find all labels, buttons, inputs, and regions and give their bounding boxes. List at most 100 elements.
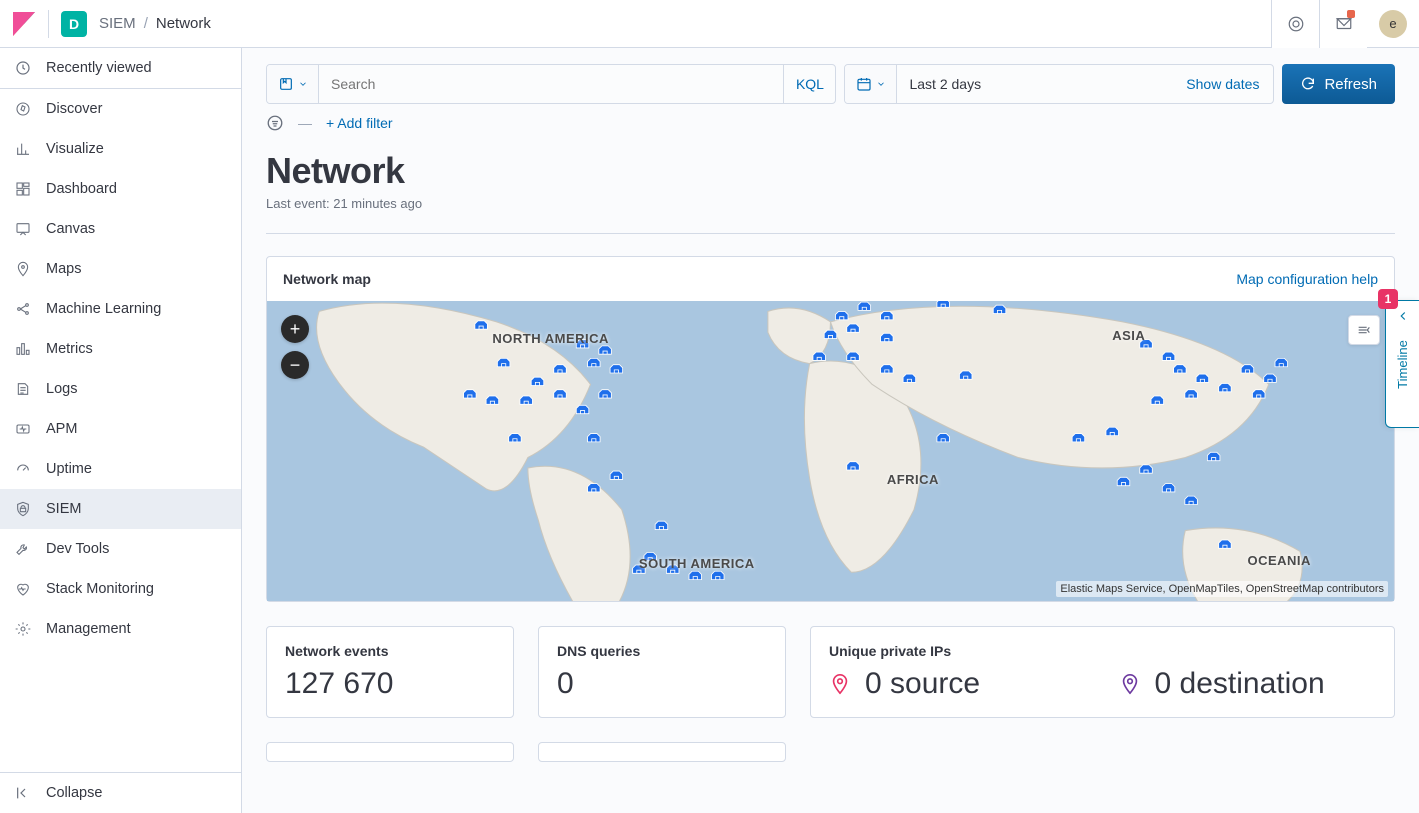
date-range-text[interactable]: Last 2 days xyxy=(897,65,1172,103)
refresh-label: Refresh xyxy=(1324,76,1377,93)
zoom-out-button[interactable]: − xyxy=(281,351,309,379)
sidebar-item-label: Maps xyxy=(46,261,81,277)
clock-icon xyxy=(14,59,32,77)
notification-dot-icon xyxy=(1347,10,1355,18)
compass-icon xyxy=(14,100,32,118)
sidebar-items: Discover Visualize Dashboard Canvas Maps Mach… xyxy=(0,89,241,649)
sidebar-recent-label: Recently viewed xyxy=(46,60,152,76)
sidebar-item-label: Metrics xyxy=(46,341,93,357)
show-dates-button[interactable]: Show dates xyxy=(1172,65,1273,103)
sidebar-recent[interactable]: Recently viewed xyxy=(0,48,241,88)
page-subtitle: Last event: 21 minutes ago xyxy=(266,196,1395,211)
news-button[interactable] xyxy=(1319,0,1367,48)
unique-ips-title: Unique private IPs xyxy=(829,643,1376,659)
map-label: OCEANIA xyxy=(1247,553,1310,568)
sidebar-item-maps[interactable]: Maps xyxy=(0,249,241,289)
calendar-button[interactable] xyxy=(845,65,897,103)
uptime-icon xyxy=(14,460,32,478)
refresh-button[interactable]: Refresh xyxy=(1282,64,1395,104)
sidebar-collapse-label: Collapse xyxy=(46,785,102,801)
filter-options-icon[interactable] xyxy=(266,114,284,132)
search-wrap: KQL xyxy=(266,64,836,104)
timeline-flyout-tab[interactable]: 1 Timeline xyxy=(1385,300,1419,428)
partial-card-1 xyxy=(266,742,514,762)
sidebar-item-dev-tools[interactable]: Dev Tools xyxy=(0,529,241,569)
unique-ips-card: Unique private IPs 0 source 0 destinatio… xyxy=(810,626,1395,718)
sidebar-item-uptime[interactable]: Uptime xyxy=(0,449,241,489)
sidebar-item-label: Management xyxy=(46,621,131,637)
sidebar-item-machine-learning[interactable]: Machine Learning xyxy=(0,289,241,329)
sidebar-item-dashboard[interactable]: Dashboard xyxy=(0,169,241,209)
sidebar-item-apm[interactable]: APM xyxy=(0,409,241,449)
breadcrumb-parent[interactable]: SIEM xyxy=(99,15,136,32)
sidebar: Recently viewed Discover Visualize Dashboa… xyxy=(0,48,242,813)
network-map-panel: Network map Map configuration help xyxy=(266,256,1395,602)
sidebar-item-label: APM xyxy=(46,421,77,437)
sidebar-item-discover[interactable]: Discover xyxy=(0,89,241,129)
search-input[interactable] xyxy=(319,65,783,103)
add-filter-button[interactable]: + Add filter xyxy=(326,115,393,131)
divider xyxy=(48,10,49,38)
map-label: AFRICA xyxy=(887,472,939,487)
sidebar-item-visualize[interactable]: Visualize xyxy=(0,129,241,169)
sidebar-collapse[interactable]: Collapse xyxy=(0,773,241,813)
sidebar-item-metrics[interactable]: Metrics xyxy=(0,329,241,369)
sidebar-item-label: Stack Monitoring xyxy=(46,581,154,597)
siem-icon xyxy=(14,500,32,518)
sidebar-item-logs[interactable]: Logs xyxy=(0,369,241,409)
divider xyxy=(266,233,1395,234)
network-events-title: Network events xyxy=(285,643,495,659)
chevron-left-icon xyxy=(1396,309,1410,323)
metrics-icon xyxy=(14,340,32,358)
map-layers-button[interactable] xyxy=(1348,315,1380,345)
gear-icon xyxy=(14,620,32,638)
sidebar-item-label: SIEM xyxy=(46,501,81,517)
kql-button[interactable]: KQL xyxy=(783,65,835,103)
help-button[interactable] xyxy=(1271,0,1319,48)
sidebar-item-label: Logs xyxy=(46,381,77,397)
sidebar-item-canvas[interactable]: Canvas xyxy=(0,209,241,249)
world-map-icon xyxy=(267,301,1394,601)
sidebar-item-label: Machine Learning xyxy=(46,301,161,317)
topbar: D SIEM / Network e xyxy=(0,0,1419,48)
content-area: KQL Last 2 days Show dates Refresh — + A… xyxy=(242,48,1419,813)
map-area[interactable]: NORTH AMERICASOUTH AMERICAAFRICAASIAOCEA… xyxy=(267,301,1394,601)
sidebar-item-management[interactable]: Management xyxy=(0,609,241,649)
breadcrumb: SIEM / Network xyxy=(99,15,211,32)
filter-dash: — xyxy=(298,115,312,131)
chart-icon xyxy=(14,140,32,158)
page-title: Network xyxy=(266,150,1395,192)
sidebar-item-label: Visualize xyxy=(46,141,104,157)
dns-queries-card: DNS queries 0 xyxy=(538,626,786,718)
logs-icon xyxy=(14,380,32,398)
source-ip-value: 0 source xyxy=(865,667,980,701)
sidebar-item-label: Discover xyxy=(46,101,102,117)
stats-row: Network events 127 670 DNS queries 0 Uni… xyxy=(266,626,1395,718)
heart-icon xyxy=(14,580,32,598)
canvas-icon xyxy=(14,220,32,238)
user-avatar[interactable]: e xyxy=(1379,10,1407,38)
sidebar-item-label: Dashboard xyxy=(46,181,117,197)
network-events-card: Network events 127 670 xyxy=(266,626,514,718)
saved-queries-button[interactable] xyxy=(267,65,319,103)
map-label: NORTH AMERICA xyxy=(492,331,609,346)
kibana-logo-icon[interactable] xyxy=(12,12,36,36)
breadcrumb-current: Network xyxy=(156,15,211,32)
wrench-icon xyxy=(14,540,32,558)
source-ip-col: 0 source xyxy=(829,667,1087,701)
map-panel-title: Network map xyxy=(283,271,371,287)
sidebar-item-stack-monitoring[interactable]: Stack Monitoring xyxy=(0,569,241,609)
sidebar-item-label: Dev Tools xyxy=(46,541,109,557)
timeline-label: Timeline xyxy=(1395,340,1410,389)
dest-ip-value: 0 destination xyxy=(1155,667,1325,701)
sidebar-item-label: Canvas xyxy=(46,221,95,237)
app-badge[interactable]: D xyxy=(61,11,87,37)
map-help-link[interactable]: Map configuration help xyxy=(1236,271,1378,287)
date-picker: Last 2 days Show dates xyxy=(844,64,1274,104)
sidebar-item-siem[interactable]: SIEM xyxy=(0,489,241,529)
network-events-value: 127 670 xyxy=(285,667,495,701)
collapse-icon xyxy=(14,784,32,802)
ml-icon xyxy=(14,300,32,318)
zoom-in-button[interactable]: + xyxy=(281,315,309,343)
query-bar: KQL Last 2 days Show dates Refresh xyxy=(242,48,1419,104)
